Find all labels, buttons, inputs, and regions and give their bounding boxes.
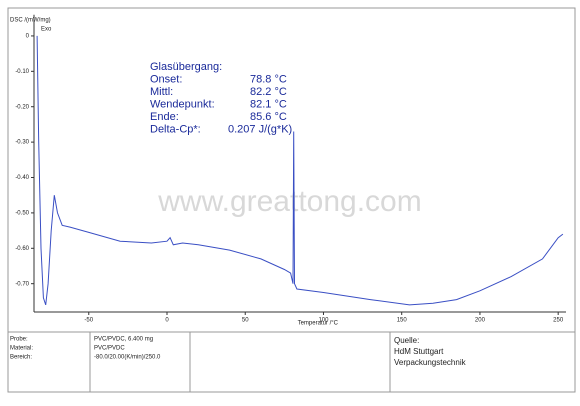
source: Quelle:: [394, 336, 419, 345]
source: HdM Stuttgart: [394, 347, 444, 356]
watermark: www.greattong.com: [157, 185, 421, 218]
annotation-label: Delta-Cp*:: [150, 123, 201, 135]
annotation-label: Glasübergang:: [150, 61, 222, 73]
annotation-value: 85.6 °C: [250, 111, 287, 123]
y-tick-label: -0.20: [15, 104, 29, 110]
footer-label: Bereich:: [10, 355, 32, 361]
y-axis-label: DSC /(mW/mg): [10, 18, 51, 24]
footer-value: PVC/PVDC: [94, 346, 125, 352]
footer-label: Material:: [10, 346, 33, 352]
annotation-label: Mittl:: [150, 86, 173, 98]
x-tick-label: 0: [165, 318, 169, 324]
x-tick-label: 100: [318, 318, 329, 324]
y-tick-label: -0.40: [15, 175, 29, 181]
x-tick-label: -50: [84, 318, 93, 324]
y-tick-label: -0.10: [15, 69, 29, 75]
y-tick-label: -0.50: [15, 210, 29, 216]
y-tick-label: -0.60: [15, 246, 29, 252]
footer-value: PVC/PVDC, 6.400 mg: [94, 337, 153, 343]
annotation-value: 82.2 °C: [250, 86, 287, 98]
y-tick-label: 0: [26, 34, 30, 40]
annotation-label: Wendepunkt:: [150, 98, 215, 110]
annotation-value: 0.207 J/(g*K): [228, 123, 292, 135]
footer-label: Probe:: [10, 337, 28, 343]
x-tick-label: 250: [553, 318, 564, 324]
x-axis-label: Temperatur /°C: [298, 321, 339, 327]
annotation-value: 78.8 °C: [250, 73, 287, 85]
x-tick-label: 50: [242, 318, 249, 324]
source: Verpackungstechnik: [394, 358, 467, 367]
annotation-value: 82.1 °C: [250, 98, 287, 110]
y-tick-label: -0.30: [15, 140, 29, 146]
y-note: Exo: [41, 27, 52, 33]
footer-value: -80.0/20.00(K/min)/250.0: [94, 355, 161, 361]
x-tick-label: 200: [475, 318, 486, 324]
frame: [7, 7, 576, 393]
annotation-label: Ende:: [150, 111, 179, 123]
annotation-label: Onset:: [150, 73, 182, 85]
y-tick-label: -0.70: [15, 281, 29, 287]
dsc-curve: [36, 35, 564, 306]
x-tick-label: 150: [397, 318, 408, 324]
